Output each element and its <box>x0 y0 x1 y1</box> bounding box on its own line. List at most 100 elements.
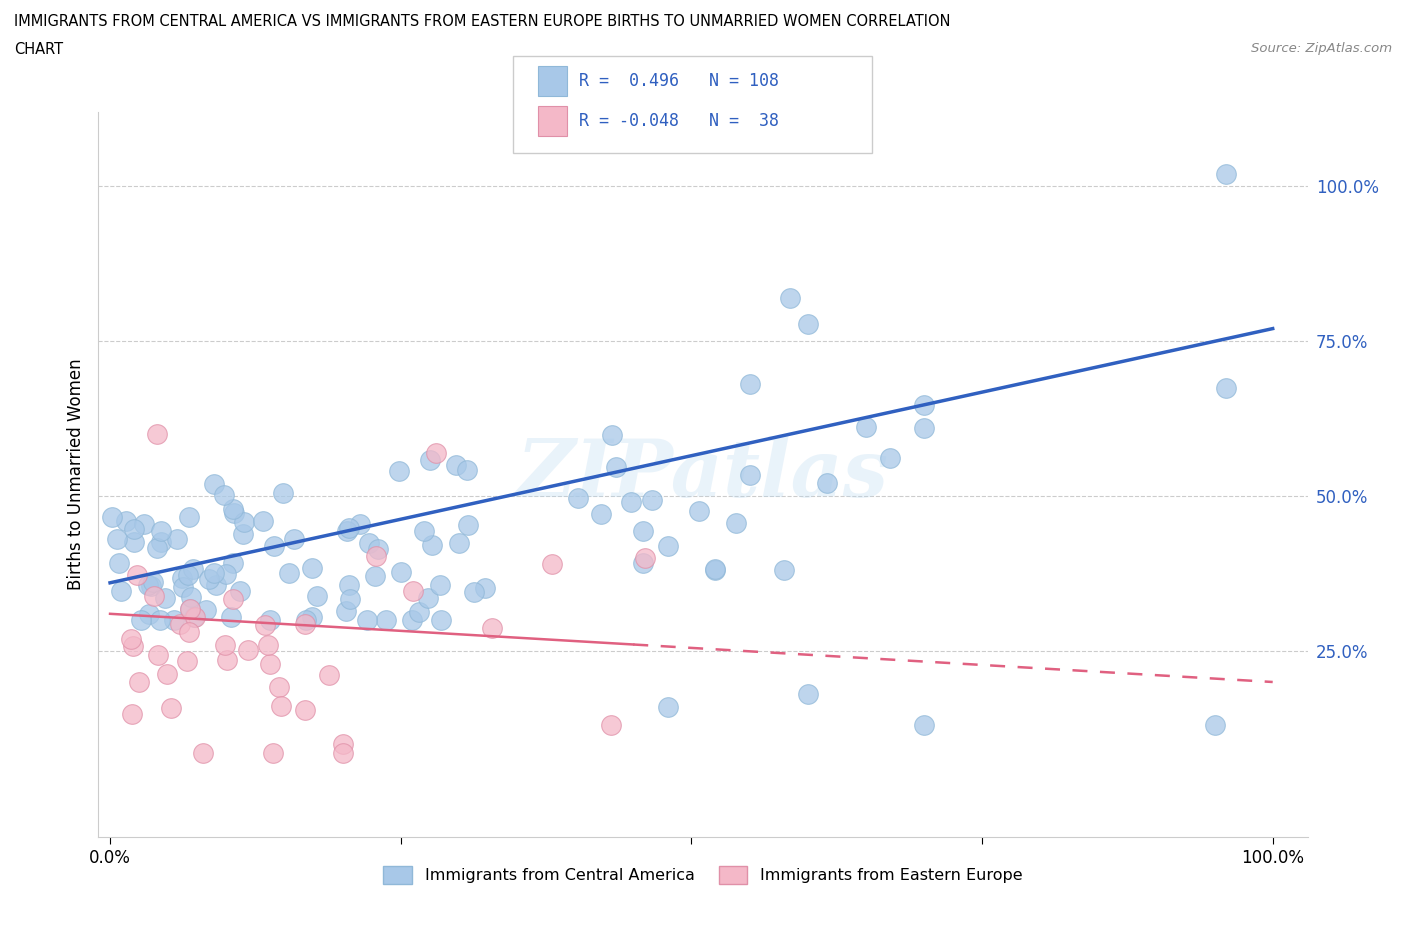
Point <box>301 561 323 576</box>
Point <box>222 501 245 516</box>
Point <box>105 532 128 547</box>
Point <box>1215 381 1237 396</box>
Point <box>703 562 725 577</box>
Point <box>335 604 357 618</box>
Point <box>146 540 169 555</box>
Point <box>194 603 217 618</box>
Point <box>202 477 225 492</box>
Point <box>294 617 316 631</box>
Point <box>1204 718 1226 733</box>
Point <box>457 518 479 533</box>
Point <box>444 458 467 472</box>
Point <box>179 602 201 617</box>
Point <box>128 674 150 689</box>
Point <box>474 580 496 595</box>
Text: R =  0.496   N = 108: R = 0.496 N = 108 <box>579 72 779 90</box>
Point <box>631 524 654 538</box>
Point <box>855 419 877 434</box>
Point <box>481 620 503 635</box>
Point <box>419 452 441 467</box>
Point <box>219 609 242 624</box>
Point <box>142 589 165 604</box>
Point <box>356 613 378 628</box>
Point <box>257 637 280 652</box>
Point <box>205 578 228 592</box>
Point <box>183 609 205 624</box>
Point <box>222 506 245 521</box>
Point <box>146 647 169 662</box>
Point <box>278 565 301 580</box>
Point <box>150 535 173 550</box>
Point <box>339 578 361 592</box>
Point <box>349 517 371 532</box>
Point <box>232 527 254 542</box>
Point <box>657 699 679 714</box>
Point <box>657 538 679 553</box>
Point <box>267 679 290 694</box>
Point <box>222 556 245 571</box>
Point <box>172 571 194 586</box>
Point <box>688 503 710 518</box>
Point <box>162 613 184 628</box>
Point <box>120 631 142 646</box>
Point <box>228 583 250 598</box>
Point <box>271 485 294 500</box>
Point <box>357 536 380 551</box>
Point <box>142 575 165 590</box>
Point <box>215 566 238 581</box>
Point <box>262 746 284 761</box>
Point <box>738 468 761 483</box>
Point <box>202 565 225 580</box>
Point <box>412 524 434 538</box>
Point <box>108 555 131 570</box>
Point <box>132 516 155 531</box>
Point <box>139 578 162 593</box>
Point <box>339 591 361 606</box>
Point <box>198 572 221 587</box>
Point <box>779 290 801 305</box>
Point <box>912 420 935 435</box>
Point <box>620 495 643 510</box>
Point <box>336 524 359 538</box>
Point <box>212 488 235 503</box>
Point <box>145 427 167 442</box>
Point <box>430 613 453 628</box>
Point <box>177 624 200 639</box>
Point <box>796 687 818 702</box>
Point <box>153 591 176 605</box>
Point <box>599 718 621 733</box>
Point <box>125 567 148 582</box>
Text: ZIPatlas: ZIPatlas <box>517 435 889 513</box>
Point <box>589 507 612 522</box>
Point <box>796 316 818 331</box>
Point <box>332 746 354 761</box>
Point <box>180 590 202 604</box>
Point <box>176 654 198 669</box>
Point <box>912 718 935 733</box>
Text: CHART: CHART <box>14 42 63 57</box>
Point <box>149 523 172 538</box>
Point <box>633 555 655 570</box>
Point <box>172 579 194 594</box>
Point <box>367 541 389 556</box>
Point <box>233 514 256 529</box>
Y-axis label: Births to Unmarried Women: Births to Unmarried Women <box>66 358 84 591</box>
Point <box>253 618 276 632</box>
Point <box>815 475 838 490</box>
Point <box>214 637 236 652</box>
Point <box>724 515 747 530</box>
Point <box>738 377 761 392</box>
Point <box>1215 166 1237 181</box>
Point <box>641 493 664 508</box>
Point <box>160 700 183 715</box>
Point <box>122 639 145 654</box>
Point <box>183 561 205 576</box>
Point <box>425 445 447 460</box>
Point <box>263 538 285 553</box>
Point <box>294 703 316 718</box>
Point <box>420 538 443 552</box>
Point <box>215 653 238 668</box>
Point <box>166 532 188 547</box>
Point <box>401 613 423 628</box>
Point <box>156 667 179 682</box>
